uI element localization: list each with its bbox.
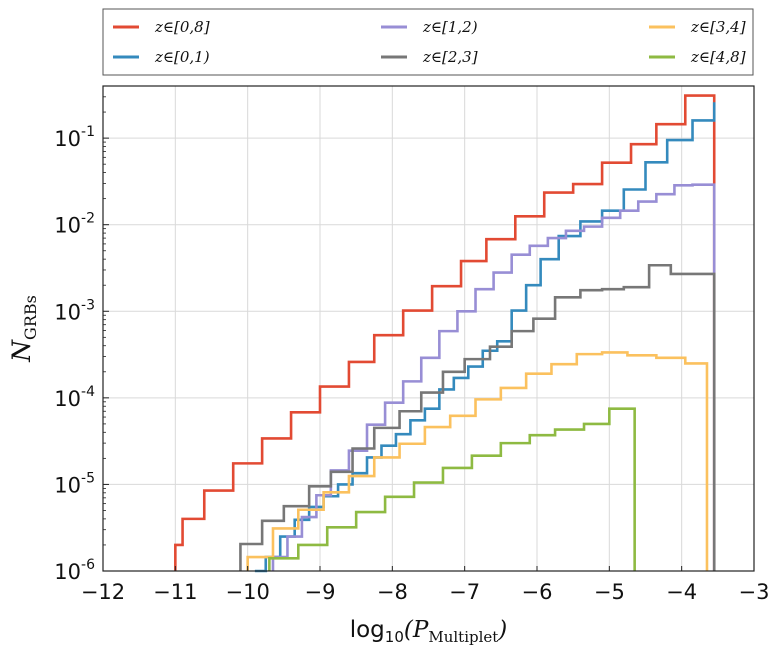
y-axis-label-group: NGRBs [7, 295, 40, 363]
legend-label-5: z∈[4,8] [690, 48, 746, 66]
series-line-4 [246, 351, 709, 571]
x-tick-label: −11 [153, 580, 197, 604]
y-label-var: N [7, 339, 36, 363]
y-tick-exponent: -4 [81, 384, 95, 400]
y-tick-base: 10 [54, 387, 81, 411]
x-tick-label: −3 [739, 580, 770, 604]
y-tick-label: 10-4 [54, 384, 95, 411]
y-tick-base: 10 [54, 560, 81, 584]
y-tick-label: 10-1 [54, 124, 95, 151]
x-tick-label: −6 [522, 580, 553, 604]
x-label-log-base: 10 [385, 628, 404, 646]
legend-box [102, 8, 754, 76]
plot-frame [102, 85, 755, 572]
x-tick-label: −10 [226, 580, 270, 604]
series-line-0 [174, 94, 716, 571]
y-tick-label: 10-6 [54, 557, 95, 584]
y-tick-exponent: -5 [81, 470, 95, 486]
legend-label-3: z∈[2,3] [422, 48, 478, 66]
x-axis-label: log10(PMultiplet) [350, 617, 508, 646]
x-tick-label: −7 [449, 580, 480, 604]
series-lines [174, 94, 716, 573]
y-tick-exponent: -3 [81, 297, 95, 313]
y-tick-label: 10-3 [54, 297, 95, 324]
x-label-var: P [412, 617, 429, 643]
legend-label-1: z∈[0,1) [154, 48, 210, 66]
x-label-paren-open: ( [404, 617, 414, 643]
x-label-paren-close: ) [497, 617, 507, 643]
series-line-5 [268, 407, 636, 571]
legend-label-0: z∈[0,8] [154, 18, 210, 36]
y-tick-base: 10 [54, 214, 81, 238]
x-tick-label: −8 [377, 580, 408, 604]
axis-ticks [102, 85, 755, 572]
legend-label-4: z∈[3,4] [690, 18, 746, 36]
y-tick-label: 10-2 [54, 211, 95, 238]
x-label-log: log [350, 617, 385, 643]
y-tick-base: 10 [54, 300, 81, 324]
y-tick-base: 10 [54, 127, 81, 151]
y-tick-label: 10-5 [54, 470, 95, 497]
y-tick-base: 10 [54, 473, 81, 497]
series-line-3 [239, 263, 716, 571]
x-tick-label: −4 [666, 580, 697, 604]
x-tick-label: −12 [81, 580, 125, 604]
legend-label-2: z∈[1,2) [422, 18, 478, 36]
axis-labels: −12 −11 −10 −9 −8 −7 −6 −5 −4 −310-610-510-410-31… [7, 124, 769, 646]
y-tick-exponent: -1 [81, 124, 95, 140]
x-tick-label: −9 [305, 580, 336, 604]
x-label-var-sub: Multiplet [428, 628, 498, 646]
y-label-var-sub: GRBs [21, 295, 40, 340]
y-tick-exponent: -6 [81, 557, 95, 573]
y-tick-exponent: -2 [81, 211, 95, 227]
legend: z∈[0,8] z∈[0,1) z∈[1,2) z∈[2,3] z∈[3,4] z∈[4,… [102, 8, 754, 76]
x-tick-label: −5 [594, 580, 625, 604]
y-axis-label: NGRBs [7, 295, 40, 363]
